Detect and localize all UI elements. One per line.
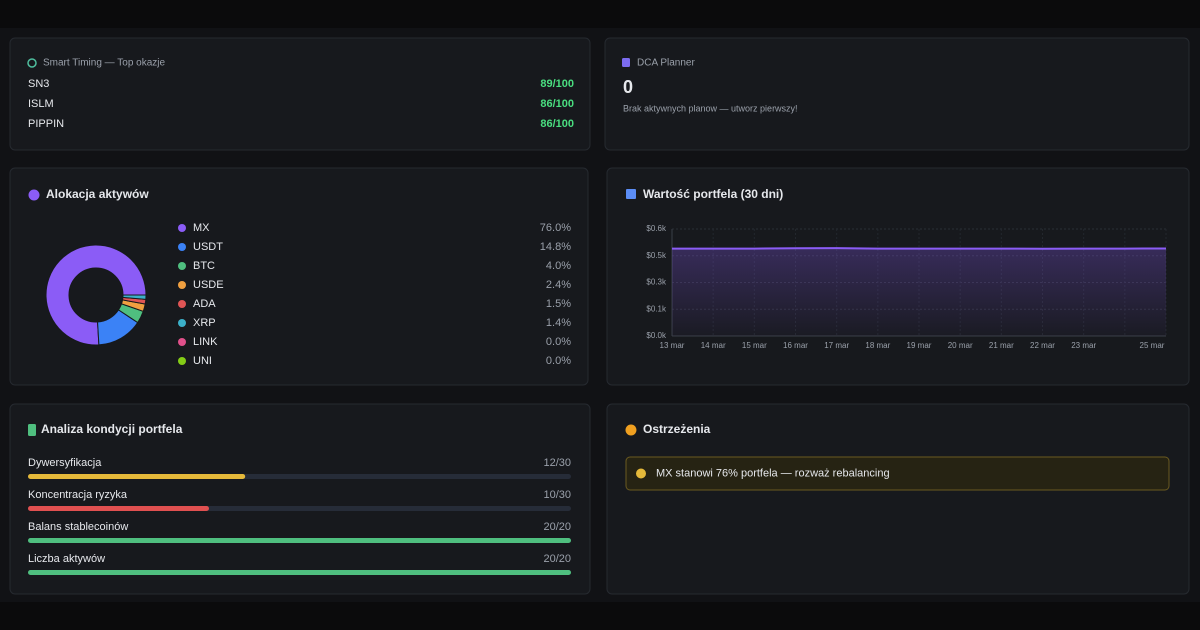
x-tick-label: 15 mar — [742, 341, 767, 350]
symbol: PIPPIN — [28, 118, 64, 130]
legend-dot — [178, 281, 186, 289]
y-tick-label: $0.6k — [646, 224, 667, 233]
legend-value: 14.8% — [540, 241, 571, 253]
legend-value: 0.0% — [546, 355, 571, 367]
y-tick-label: $0.5k — [646, 251, 667, 260]
smart-timing-list: SN3 89/100 ISLM 86/100 PIPPIN 86/100 — [28, 78, 574, 130]
health-score: 10/30 — [543, 489, 571, 501]
card-health — [9, 403, 591, 595]
health-score: 20/20 — [543, 521, 571, 533]
line — [672, 247, 1167, 250]
bar — [28, 506, 209, 511]
y-tick-label: $0.0k — [646, 331, 667, 340]
x-tick-label: 21 mar — [989, 341, 1014, 350]
x-tick-label: 20 mar — [948, 341, 973, 350]
x-tick-label: 25 mar — [1140, 341, 1165, 350]
health-label: Koncentracja ryzyka — [28, 489, 128, 501]
symbol: SN3 — [28, 78, 49, 90]
line-chart: $0.0k $0.1k $0.3k $0.5k $0.6k 13 mar 14 mar 15 … — [646, 224, 1167, 350]
x-tick-label: 13 mar — [660, 341, 685, 350]
y-tick-label: $0.3k — [646, 278, 667, 287]
health-label: Liczba aktywów — [28, 553, 105, 565]
legend-dot — [178, 224, 186, 232]
legend-label: LINK — [193, 336, 218, 348]
icon-target — [27, 58, 37, 68]
bar — [28, 538, 571, 543]
donut-chart: MX 76.0% USDT 14.8% BTC 4.0% USDE 2.4% ADA 1.5% XR… — [45, 222, 571, 367]
score: 89/100 — [540, 78, 574, 90]
x-tick-label: 19 mar — [907, 341, 932, 350]
card-title: Wartość portfela (30 dni) — [643, 187, 783, 201]
health-score: 12/30 — [543, 457, 571, 469]
icon-calendar — [622, 58, 630, 67]
x-tick-label: 22 mar — [1030, 341, 1055, 350]
legend-dot — [178, 338, 186, 346]
health-label: Balans stablecoinów — [28, 521, 128, 533]
legend-dot — [178, 243, 186, 251]
health-list: Dywersyfikacja 12/30 Koncentracja ryzyka 10… — [28, 457, 571, 575]
card-title: DCA Planner — [637, 58, 695, 69]
legend-value: 4.0% — [546, 260, 571, 272]
x-tick-label: 14 mar — [701, 341, 726, 350]
legend-label: BTC — [193, 260, 215, 272]
card-warnings — [606, 403, 1190, 595]
card-smart-timing — [9, 37, 591, 151]
legend-dot — [178, 300, 186, 308]
card-title: Ostrzeżenia — [643, 422, 711, 436]
legend-value: 0.0% — [546, 336, 571, 348]
x-tick-label: 17 mar — [824, 341, 849, 350]
legend-label: XRP — [193, 317, 216, 329]
card-title: Analiza kondycji portfela — [41, 422, 183, 436]
warning-text: MX stanowi 76% portfela — rozważ rebalan… — [656, 467, 890, 479]
card-dca — [604, 37, 1190, 151]
area — [672, 248, 1166, 336]
legend-value: 1.4% — [546, 317, 571, 329]
score: 86/100 — [540, 118, 574, 130]
y-tick-label: $0.1k — [646, 304, 667, 313]
legend-label: USDE — [193, 279, 224, 291]
dca-count: 0 — [623, 77, 633, 97]
symbol: ISLM — [28, 98, 54, 110]
icon-pie — [28, 189, 40, 201]
x-tick-label: 18 mar — [865, 341, 890, 350]
card-allocation — [9, 167, 589, 386]
card-title: Alokacja aktywów — [46, 187, 149, 201]
legend-dot — [178, 319, 186, 327]
icon-clipboard — [28, 424, 36, 436]
health-score: 20/20 — [543, 553, 571, 565]
bar — [28, 570, 571, 575]
x-tick-label: 23 mar — [1071, 341, 1096, 350]
icon-chart — [626, 189, 636, 199]
card-title: Smart Timing — Top okazje — [43, 58, 166, 69]
legend-label: UNI — [193, 355, 212, 367]
warning-icon — [636, 468, 646, 479]
health-label: Dywersyfikacja — [28, 457, 102, 469]
legend-dot — [178, 262, 186, 270]
legend-value: 76.0% — [540, 222, 571, 234]
x-tick-label: 16 mar — [783, 341, 808, 350]
legend-label: USDT — [193, 241, 223, 253]
bar — [28, 474, 246, 479]
icon-warning — [625, 424, 637, 436]
warning-box — [625, 456, 1170, 491]
warning-list: MX stanowi 76% portfela — rozważ rebalan… — [625, 456, 1170, 491]
legend-dot — [178, 357, 186, 365]
slice — [45, 244, 147, 346]
legend-label: MX — [193, 222, 210, 234]
legend-value: 1.5% — [546, 298, 571, 310]
score: 86/100 — [540, 98, 574, 110]
legend-value: 2.4% — [546, 279, 571, 291]
legend-label: ADA — [193, 298, 216, 310]
dca-note: Brak aktywnych planow — utworz pierwszy! — [623, 103, 798, 113]
